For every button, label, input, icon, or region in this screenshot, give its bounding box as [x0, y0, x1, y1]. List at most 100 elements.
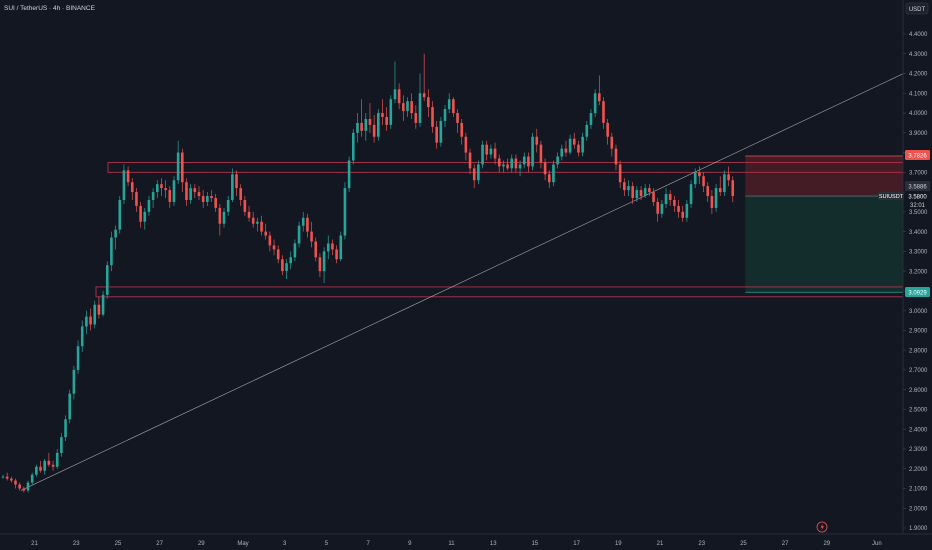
candle	[681, 205, 685, 222]
candle-body	[130, 182, 134, 193]
candle-body	[118, 199, 122, 230]
candle	[231, 168, 234, 202]
price-tick-label: 3.2000	[909, 269, 928, 275]
candle	[531, 132, 534, 171]
candle-body	[185, 182, 188, 200]
candle-body	[110, 237, 113, 266]
candle	[377, 109, 380, 141]
candle-body	[502, 164, 505, 167]
candle	[464, 132, 468, 161]
price-tick-label: 3.5000	[909, 210, 928, 216]
candle-body	[506, 164, 509, 169]
candle-body	[689, 184, 693, 204]
candle	[247, 205, 251, 222]
candle-body	[527, 156, 530, 167]
lightning-bolt-icon	[820, 523, 824, 531]
candle	[351, 128, 355, 165]
candle	[260, 215, 263, 236]
candle-body	[139, 205, 142, 222]
candle	[347, 156, 351, 193]
candle-body	[660, 203, 664, 214]
time-label: 21	[31, 541, 38, 547]
candle	[406, 97, 409, 117]
candle	[218, 203, 222, 236]
candle	[5, 472, 9, 481]
time-label: 23	[698, 541, 705, 547]
trendline[interactable]	[20, 73, 904, 491]
candle	[197, 186, 201, 200]
candle-body	[414, 113, 418, 123]
candle	[101, 290, 105, 317]
candle	[335, 245, 338, 264]
symbol-title: SUI / TetherUS · 4h · BINANCE	[4, 5, 96, 12]
candle	[598, 75, 601, 106]
price-tick-label: 2.1000	[909, 487, 928, 493]
candle	[26, 480, 30, 493]
candle	[693, 168, 697, 189]
candle-body	[22, 488, 26, 491]
candle-body	[293, 243, 297, 258]
candle	[510, 154, 514, 173]
price-tick-label: 3.9000	[909, 131, 928, 137]
ticker-tag	[878, 192, 904, 200]
ticker-label: SUIUSDT	[879, 194, 904, 200]
candle-body	[210, 196, 213, 199]
candle	[18, 482, 21, 491]
candle-body	[272, 245, 276, 250]
candle-body	[51, 464, 55, 467]
candle-body	[522, 156, 526, 165]
candle	[589, 109, 593, 129]
candle-body	[639, 190, 643, 197]
time-label: 11	[448, 541, 455, 547]
candle	[214, 194, 217, 212]
price-tick-label: 2.8000	[909, 348, 928, 354]
time-label: 17	[573, 541, 580, 547]
candle	[489, 144, 493, 159]
price-tick-label: 2.2000	[909, 467, 928, 473]
position-tool[interactable]	[745, 155, 903, 293]
lightning-icon[interactable]	[816, 521, 828, 533]
candle-body	[1, 476, 5, 478]
candle-body	[456, 113, 459, 123]
candle-body	[385, 116, 388, 125]
take-profit-area[interactable]	[745, 196, 903, 293]
candle-body	[251, 217, 255, 224]
trendline-group[interactable]	[20, 73, 904, 491]
candle-body	[652, 192, 655, 202]
candle-body	[164, 188, 167, 191]
price-tick-label: 4.4000	[909, 32, 928, 38]
candle	[518, 160, 522, 177]
candle-body	[435, 126, 438, 143]
candle	[648, 184, 651, 197]
candle-body	[243, 199, 247, 212]
candle-body	[18, 484, 21, 489]
target-price-label: 3.0929	[908, 291, 927, 297]
candle-body	[201, 196, 205, 202]
candle	[723, 170, 726, 197]
price-tick-label: 4.3000	[909, 52, 928, 58]
candle-body	[14, 480, 17, 485]
candle-body	[155, 184, 159, 193]
candle	[181, 148, 184, 193]
currency-button[interactable]	[905, 2, 929, 15]
candle	[80, 320, 84, 353]
candle-body	[364, 118, 368, 131]
candle-body	[26, 482, 30, 491]
candle-body	[218, 207, 222, 224]
time-label: 19	[615, 541, 622, 547]
candle	[326, 235, 330, 260]
candle-body	[593, 93, 597, 114]
candle	[514, 154, 518, 173]
candle	[76, 340, 80, 374]
time-axis[interactable]: 21 23 25 27 29 May 3 5 7 9 11 13 15 17 19 21 23 25 27 29 Jun	[31, 541, 882, 547]
candle-body	[68, 393, 72, 420]
candle-body	[648, 188, 651, 193]
candle-body	[126, 170, 130, 183]
candle	[593, 89, 597, 117]
candle-body	[351, 132, 355, 161]
candle-body	[335, 249, 338, 260]
candle-body	[151, 192, 155, 200]
candle-body	[381, 113, 384, 117]
candle	[431, 101, 434, 133]
